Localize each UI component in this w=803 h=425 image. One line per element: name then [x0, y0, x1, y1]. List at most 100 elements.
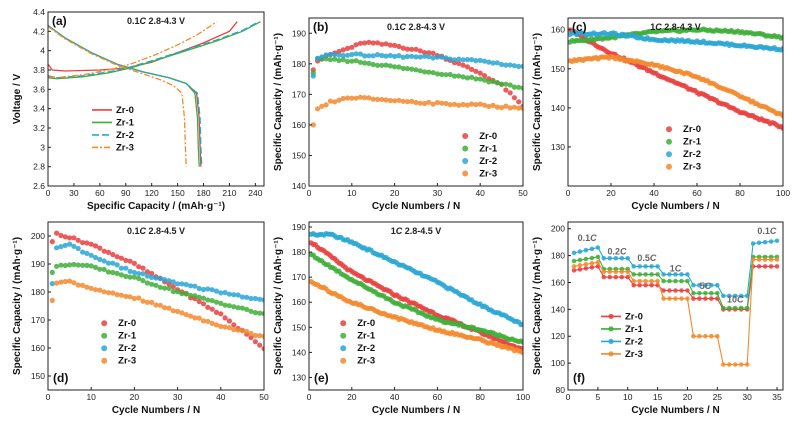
y-tick-label: 140 [292, 347, 306, 357]
data-point [503, 62, 509, 68]
data-point [222, 289, 228, 296]
data-point [426, 99, 432, 105]
data-point [396, 43, 402, 50]
data-point [396, 97, 402, 103]
data-point [332, 56, 338, 62]
data-point [213, 288, 220, 294]
data-point [71, 235, 77, 241]
data-point [349, 51, 355, 58]
data-point [649, 272, 654, 277]
plot-area [48, 21, 261, 167]
data-point [516, 105, 522, 111]
data-point [583, 256, 589, 262]
data-point [183, 281, 189, 288]
data-point [589, 246, 595, 252]
y-axis-title: Specific Capacity / (mAh·g⁻¹) [273, 33, 284, 171]
rate-label: 1C [670, 264, 682, 274]
data-point [667, 272, 672, 277]
data-point [357, 40, 363, 46]
data-point [58, 262, 64, 268]
data-point [192, 283, 198, 289]
x-tick-label: 240 [248, 188, 262, 198]
data-point [226, 303, 232, 309]
data-point [460, 101, 466, 108]
data-point [589, 265, 595, 270]
data-point [84, 240, 90, 246]
data-point [379, 62, 385, 68]
data-point [88, 285, 94, 291]
data-point [379, 41, 385, 47]
data-point [226, 318, 232, 324]
data-point [583, 266, 589, 271]
x-tick-label: 0 [46, 188, 51, 198]
data-point [248, 308, 254, 314]
y-tick-label: 160 [292, 120, 306, 130]
data-point [434, 99, 440, 106]
panel-label: (e) [314, 371, 329, 385]
data-point [105, 249, 112, 255]
data-point [443, 55, 449, 61]
data-point [179, 291, 185, 297]
data-point [213, 309, 220, 315]
legend-label: Zr-3 [116, 142, 134, 153]
rate-label: 0.1C [578, 233, 598, 243]
data-point [473, 58, 479, 64]
data-point [595, 260, 601, 265]
data-point [516, 84, 522, 90]
data-point [601, 269, 607, 275]
data-point [157, 284, 163, 290]
data-point [589, 261, 595, 266]
data-point [430, 70, 436, 76]
data-point [340, 57, 346, 63]
data-point [643, 264, 648, 269]
condition-label: 0.1C 2.8-4.5 V [127, 226, 185, 236]
data-point [144, 269, 150, 275]
data-point [218, 300, 224, 306]
legend-marker [666, 138, 672, 145]
data-point [443, 100, 449, 107]
data-point [327, 98, 333, 104]
data-point [218, 290, 224, 296]
data-point [456, 102, 462, 108]
data-point [679, 296, 684, 301]
data-point [344, 45, 351, 52]
data-point [520, 321, 523, 327]
y-tick-label: 120 [551, 331, 565, 341]
panel-label: (a) [52, 14, 67, 28]
y-axis-title: Specific Capacity / (mAh·g⁻¹) [532, 33, 543, 171]
legend-label: Zr-1 [116, 117, 135, 128]
data-point [511, 63, 517, 69]
data-point [577, 267, 583, 272]
y-tick-label: 170 [31, 315, 45, 325]
data-point [170, 288, 176, 295]
plot-frame [308, 17, 524, 187]
data-point [248, 295, 254, 302]
legend-label: Zr-3 [625, 349, 643, 360]
y-axis-title: Specific Capacity / (mAh·g⁻¹) [273, 237, 284, 375]
x-tick-label: 20 [347, 392, 357, 402]
plot-frame [308, 221, 524, 391]
data-point [118, 255, 124, 261]
data-point [101, 289, 107, 295]
y-tick-label: 4 [40, 46, 45, 56]
data-point [261, 346, 264, 352]
data-point [738, 293, 744, 299]
data-point [213, 322, 220, 328]
data-point [205, 286, 211, 292]
data-point [118, 272, 124, 278]
data-point [392, 53, 398, 60]
plot-area [310, 39, 523, 128]
data-point [667, 296, 672, 301]
condition-label: 0.1C 2.8-4.3 V [387, 22, 445, 32]
y-tick-label: 3 [40, 142, 45, 152]
data-point [362, 60, 368, 66]
data-point [349, 44, 355, 50]
data-point [721, 305, 726, 311]
y-tick-label: 3.4 [33, 104, 45, 114]
legend-label: Zr-0 [116, 105, 134, 116]
data-point [486, 79, 492, 85]
y-tick-label: 180 [292, 59, 306, 69]
x-axis-title: Cycle Numbers / N [372, 201, 460, 212]
data-point [244, 306, 250, 312]
data-point [323, 102, 329, 108]
